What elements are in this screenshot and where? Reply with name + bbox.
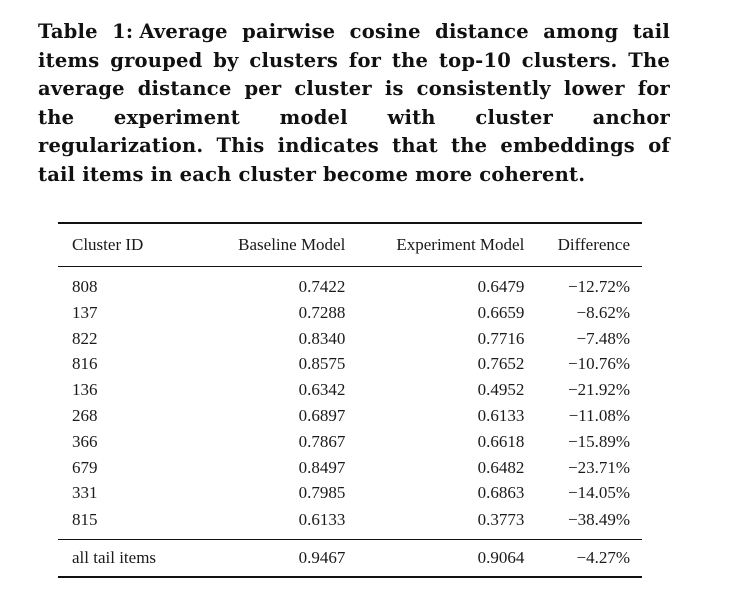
cell-difference: −7.48% (576, 328, 631, 348)
cell-difference: −38.49% (568, 509, 630, 529)
table-footer: all tail items 0.9467 0.9064 −4.27% (58, 539, 642, 578)
cell-experiment: 0.6659 (477, 302, 525, 322)
table-row: 822 0.8340 0.7716 −7.48% (58, 326, 642, 352)
header-cluster-id: Cluster ID (72, 235, 144, 254)
table-row: 136 0.6342 0.4952 −21.92% (58, 377, 642, 403)
cell-experiment: 0.4952 (477, 380, 525, 400)
header-difference: Difference (557, 235, 630, 254)
table-row: 808 0.7422 0.6479 −12.72% (58, 267, 642, 301)
cell-baseline: 0.6133 (298, 509, 346, 529)
cell-summary-baseline: 0.9467 (298, 548, 346, 568)
cell-experiment: 0.6482 (477, 457, 525, 477)
cell-summary-difference: −4.27% (576, 548, 631, 568)
cell-cluster-id: 822 (72, 328, 98, 348)
header-row: Cluster ID Baseline Model Experiment Mod… (58, 223, 642, 267)
cell-cluster-id: 331 (72, 483, 98, 503)
cell-cluster-id: 815 (72, 509, 98, 529)
table-row: 679 0.8497 0.6482 −23.71% (58, 455, 642, 481)
table-row: 137 0.7288 0.6659 −8.62% (58, 300, 642, 326)
cell-cluster-id: 268 (72, 406, 98, 426)
cell-experiment: 0.3773 (477, 509, 525, 529)
cell-baseline: 0.7867 (298, 431, 346, 451)
cell-experiment: 0.6479 (477, 276, 525, 296)
table-row: 815 0.6133 0.3773 −38.49% (58, 506, 642, 540)
results-table: Cluster ID Baseline Model Experiment Mod… (58, 222, 642, 578)
cell-difference: −10.76% (568, 354, 630, 374)
cell-baseline: 0.6342 (298, 380, 346, 400)
cell-cluster-id: 137 (72, 302, 98, 322)
cell-summary-label: all tail items (72, 548, 157, 568)
cell-experiment: 0.6133 (477, 406, 525, 426)
header-baseline-model: Baseline Model (238, 235, 346, 254)
summary-row: all tail items 0.9467 0.9064 −4.27% (58, 539, 642, 578)
cell-baseline: 0.8575 (298, 354, 346, 374)
cell-difference: −23.71% (568, 457, 630, 477)
cell-baseline: 0.6897 (298, 406, 346, 426)
table-row: 268 0.6897 0.6133 −11.08% (58, 403, 642, 429)
cell-baseline: 0.8340 (298, 328, 346, 348)
cell-cluster-id: 808 (72, 276, 98, 296)
cell-baseline: 0.7422 (298, 276, 346, 296)
cell-summary-experiment: 0.9064 (477, 548, 525, 568)
cell-cluster-id: 366 (72, 431, 98, 451)
cell-experiment: 0.7652 (477, 354, 525, 374)
cell-difference: −21.92% (568, 380, 630, 400)
cell-difference: −8.62% (576, 302, 631, 322)
table-header: Cluster ID Baseline Model Experiment Mod… (58, 223, 642, 267)
caption-label: Table 1: (38, 20, 134, 43)
cell-difference: −11.08% (568, 406, 630, 426)
cell-baseline: 0.7985 (298, 483, 346, 503)
cell-cluster-id: 136 (72, 380, 98, 400)
cell-cluster-id: 816 (72, 354, 98, 374)
header-experiment-model: Experiment Model (396, 235, 525, 254)
table-caption: Table 1: Average pairwise cosine distance… (38, 18, 670, 189)
cell-difference: −12.72% (568, 276, 630, 296)
table-row: 331 0.7985 0.6863 −14.05% (58, 481, 642, 507)
cell-difference: −15.89% (568, 431, 630, 451)
table-row: 816 0.8575 0.7652 −10.76% (58, 352, 642, 378)
cell-baseline: 0.8497 (298, 457, 346, 477)
cell-baseline: 0.7288 (298, 302, 346, 322)
cell-experiment: 0.7716 (477, 328, 525, 348)
cell-experiment: 0.6863 (477, 483, 525, 503)
cell-experiment: 0.6618 (477, 431, 525, 451)
caption-text: Average pairwise cosine distance among t… (38, 20, 670, 186)
table-row: 366 0.7867 0.6618 −15.89% (58, 429, 642, 455)
table-body: 808 0.7422 0.6479 −12.72% 137 0.7288 0.6… (58, 267, 642, 540)
cell-cluster-id: 679 (72, 457, 98, 477)
cell-difference: −14.05% (568, 483, 630, 503)
